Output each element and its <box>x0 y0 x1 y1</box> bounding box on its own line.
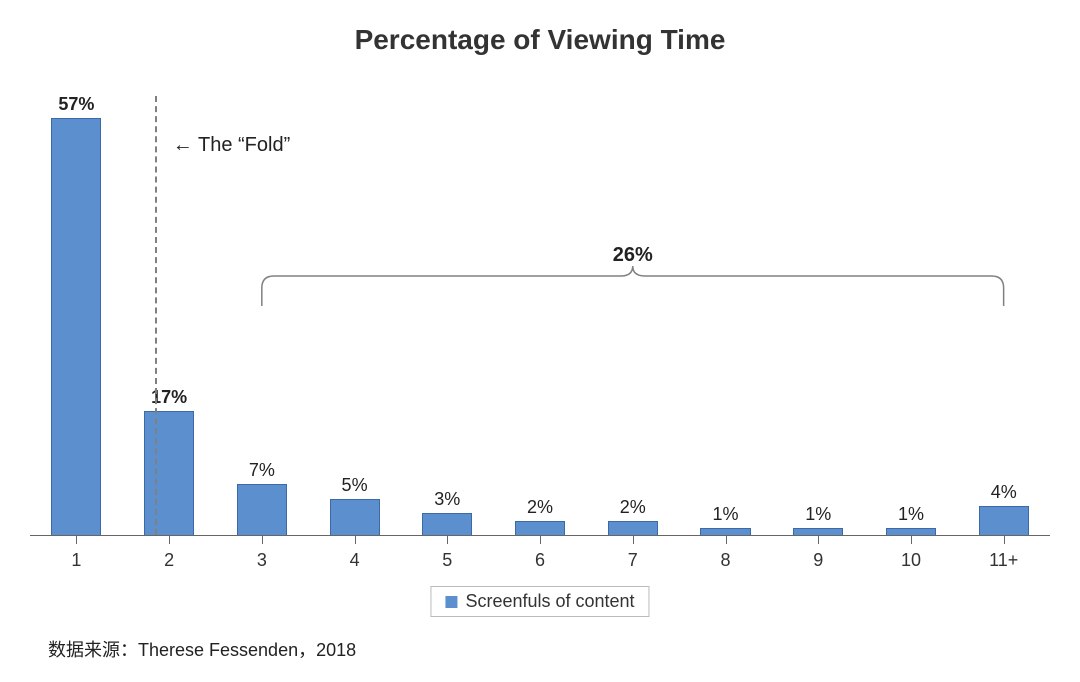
bar-10: 1% <box>886 528 936 535</box>
x-tick-3: 3 <box>215 536 308 571</box>
bar-col-8: 1% <box>679 96 772 535</box>
bar-col-5: 3% <box>401 96 494 535</box>
bar-label-1: 57% <box>58 94 94 115</box>
bar-9: 1% <box>793 528 843 535</box>
chart-area: ← The “Fold” 26% 57%17%7%5%3%2%2%1%1%1%4… <box>30 96 1050 576</box>
bar-label-6: 2% <box>527 497 553 518</box>
bar-col-11+: 4% <box>957 96 1050 535</box>
bar-label-9: 1% <box>805 504 831 525</box>
x-tick-4: 4 <box>308 536 401 571</box>
bar-col-6: 2% <box>494 96 587 535</box>
bar-col-7: 2% <box>586 96 679 535</box>
bar-2: 17% <box>144 411 194 535</box>
x-tick-5: 5 <box>401 536 494 571</box>
bar-col-1: 57% <box>30 96 123 535</box>
fold-divider <box>155 96 157 535</box>
bar-label-10: 1% <box>898 504 924 525</box>
x-tick-10: 10 <box>865 536 958 571</box>
x-tick-7: 7 <box>586 536 679 571</box>
bar-8: 1% <box>700 528 750 535</box>
bar-col-4: 5% <box>308 96 401 535</box>
bar-11+: 4% <box>979 506 1029 535</box>
x-tick-2: 2 <box>123 536 216 571</box>
bar-label-4: 5% <box>342 475 368 496</box>
bars-container: 57% 17% 7% 5% 3% 2% 2% 1% 1% 1% 4% <box>30 96 1050 535</box>
legend: Screenfuls of content <box>430 586 649 617</box>
legend-text: Screenfuls of content <box>465 591 634 612</box>
bar-4: 5% <box>330 499 380 535</box>
bar-3: 7% <box>237 484 287 535</box>
legend-swatch <box>445 596 457 608</box>
bar-7: 2% <box>608 521 658 535</box>
x-tick-6: 6 <box>494 536 587 571</box>
x-tick-1: 1 <box>30 536 123 571</box>
bar-label-7: 2% <box>620 497 646 518</box>
bar-col-9: 1% <box>772 96 865 535</box>
bar-label-3: 7% <box>249 460 275 481</box>
bar-label-5: 3% <box>434 489 460 510</box>
chart-title: Percentage of Viewing Time <box>0 0 1080 66</box>
bar-label-8: 1% <box>712 504 738 525</box>
bar-col-3: 7% <box>215 96 308 535</box>
bar-5: 3% <box>422 513 472 535</box>
x-tick-8: 8 <box>679 536 772 571</box>
bar-label-11+: 4% <box>991 482 1017 503</box>
x-ticks: 1234567891011+ <box>30 536 1050 576</box>
bar-1: 57% <box>51 118 101 535</box>
plot-area: ← The “Fold” 26% 57%17%7%5%3%2%2%1%1%1%4… <box>30 96 1050 536</box>
bar-6: 2% <box>515 521 565 535</box>
bar-col-2: 17% <box>123 96 216 535</box>
x-tick-9: 9 <box>772 536 865 571</box>
bar-col-10: 1% <box>865 96 958 535</box>
data-source: 数据来源：Therese Fessenden，2018 <box>48 636 356 662</box>
x-tick-11+: 11+ <box>957 536 1050 571</box>
